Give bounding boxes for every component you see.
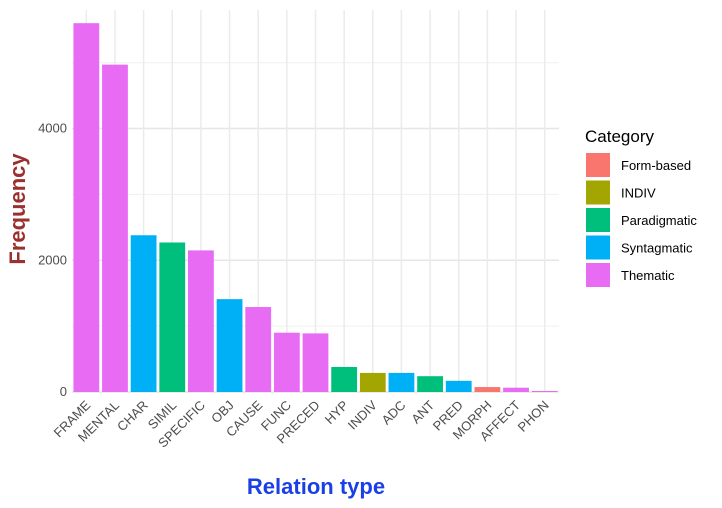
bar-ant bbox=[417, 376, 443, 392]
bar-mental bbox=[102, 64, 128, 392]
bar-pred bbox=[445, 380, 472, 392]
bar-func bbox=[273, 332, 300, 392]
bar-cause bbox=[245, 307, 272, 392]
x-tick-label: INDIV bbox=[345, 397, 380, 432]
bars bbox=[73, 23, 558, 392]
bar-morph bbox=[474, 387, 501, 392]
y-tick-label: 0 bbox=[60, 384, 67, 399]
bar-adc bbox=[388, 372, 415, 392]
bar-affect bbox=[503, 387, 529, 392]
y-tick-label: 2000 bbox=[38, 252, 67, 267]
legend-swatch bbox=[586, 235, 610, 260]
bar-simil bbox=[159, 242, 186, 392]
bar-obj bbox=[216, 299, 243, 392]
y-axis-label: Frequency bbox=[5, 153, 30, 265]
legend-label: INDIV bbox=[621, 186, 656, 201]
legend-swatch bbox=[586, 208, 610, 232]
legend-label: Form-based bbox=[621, 158, 691, 173]
bar-specific bbox=[188, 250, 214, 392]
grid bbox=[72, 10, 559, 393]
x-tick-label: CHAR bbox=[114, 398, 151, 435]
y-tick-label: 4000 bbox=[38, 121, 67, 136]
x-tick-label: ADC bbox=[379, 398, 409, 428]
legend-label: Thematic bbox=[621, 268, 675, 283]
legend-swatch bbox=[586, 263, 610, 287]
bar-preced bbox=[302, 333, 329, 392]
bar-frame bbox=[73, 23, 100, 392]
bar-hyp bbox=[331, 366, 358, 392]
y-tick-labels: 0 2000 4000 bbox=[38, 121, 67, 399]
legend-swatch bbox=[586, 180, 610, 205]
legend-label: Syntagmatic bbox=[621, 241, 693, 256]
legend: Category Form-based INDIV Paradigmatic Synt… bbox=[585, 127, 697, 287]
x-tick-label: PHON bbox=[515, 398, 552, 435]
bar-char bbox=[130, 235, 157, 392]
legend-label: Paradigmatic bbox=[621, 213, 697, 228]
bar-phon bbox=[531, 391, 558, 392]
legend-swatch bbox=[586, 153, 610, 177]
x-axis-label: Relation type bbox=[247, 474, 385, 499]
bar-indiv bbox=[359, 372, 386, 392]
legend-title: Category bbox=[585, 127, 654, 146]
